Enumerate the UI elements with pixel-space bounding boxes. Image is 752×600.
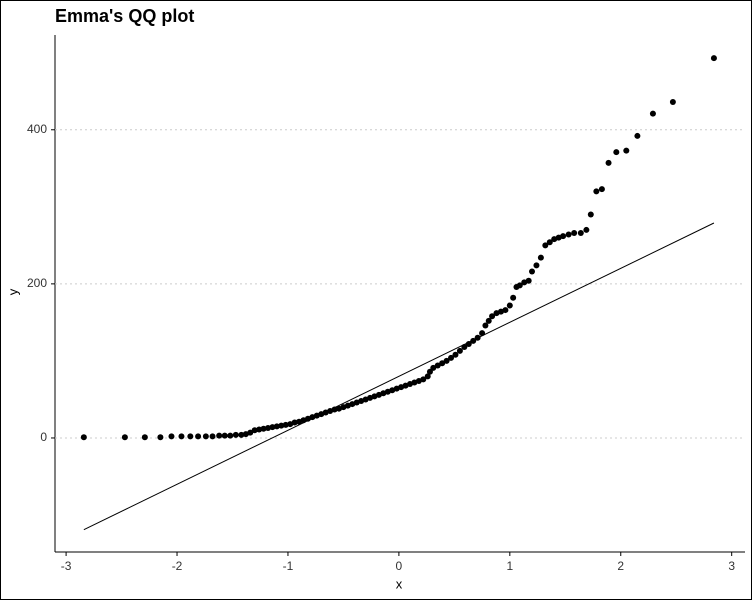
point: [465, 340, 472, 347]
point: [489, 313, 496, 320]
point: [227, 432, 234, 439]
point: [221, 432, 228, 439]
point: [583, 226, 590, 233]
point: [533, 262, 540, 269]
x-tick-label: -1: [283, 559, 294, 573]
point: [282, 421, 289, 428]
point: [506, 302, 513, 309]
point: [669, 99, 676, 106]
point: [439, 360, 446, 367]
point: [247, 429, 254, 436]
x-tick-label: 2: [617, 559, 624, 573]
point: [542, 242, 549, 249]
point: [470, 337, 477, 344]
x-tick-label: -2: [172, 559, 183, 573]
point: [216, 432, 223, 439]
point: [560, 233, 567, 240]
point: [187, 433, 194, 440]
point: [157, 434, 164, 441]
point: [420, 376, 427, 383]
point: [598, 186, 605, 193]
point: [430, 364, 437, 371]
x-tick-label: 0: [396, 559, 403, 573]
point: [593, 188, 600, 195]
point: [529, 268, 536, 275]
point: [260, 425, 267, 432]
point: [565, 231, 572, 238]
point: [251, 427, 258, 434]
x-tick-label: -3: [61, 559, 72, 573]
point: [80, 434, 87, 441]
point: [424, 373, 431, 380]
point: [613, 149, 620, 156]
point: [256, 426, 263, 433]
point: [168, 433, 175, 440]
y-axis-title: y: [5, 288, 20, 295]
y-tick-label: 0: [40, 430, 47, 444]
point: [273, 423, 280, 430]
point: [331, 406, 338, 413]
x-tick-label: 1: [506, 559, 513, 573]
point: [178, 433, 185, 440]
point: [474, 334, 481, 341]
point: [202, 433, 209, 440]
x-axis-title: x: [396, 576, 403, 591]
point: [537, 254, 544, 261]
x-tick-label: 3: [728, 559, 735, 573]
reference-line: [83, 222, 715, 531]
point: [710, 55, 717, 62]
point: [264, 424, 271, 431]
point: [587, 211, 594, 218]
point: [571, 230, 578, 237]
point: [195, 433, 202, 440]
point: [238, 431, 245, 438]
point: [278, 422, 285, 429]
point: [291, 419, 298, 426]
point: [605, 159, 612, 166]
chart-title: Emma's QQ plot: [55, 6, 194, 26]
point: [443, 357, 450, 364]
point: [456, 347, 463, 354]
point: [623, 147, 630, 154]
y-tick-label: 200: [27, 276, 47, 290]
point: [546, 239, 553, 246]
point: [232, 431, 239, 438]
point: [209, 433, 216, 440]
point: [485, 317, 492, 324]
point: [479, 330, 486, 337]
point: [141, 434, 148, 441]
point: [525, 277, 532, 284]
point: [461, 344, 468, 351]
point: [448, 354, 455, 361]
point: [577, 230, 584, 237]
point: [452, 351, 459, 358]
point: [482, 322, 489, 329]
point: [502, 307, 509, 314]
point: [649, 110, 656, 117]
point: [269, 424, 276, 431]
point: [634, 132, 641, 139]
point: [121, 434, 128, 441]
point: [516, 282, 523, 289]
y-tick-label: 400: [27, 122, 47, 136]
point: [434, 362, 441, 369]
point: [510, 294, 517, 301]
